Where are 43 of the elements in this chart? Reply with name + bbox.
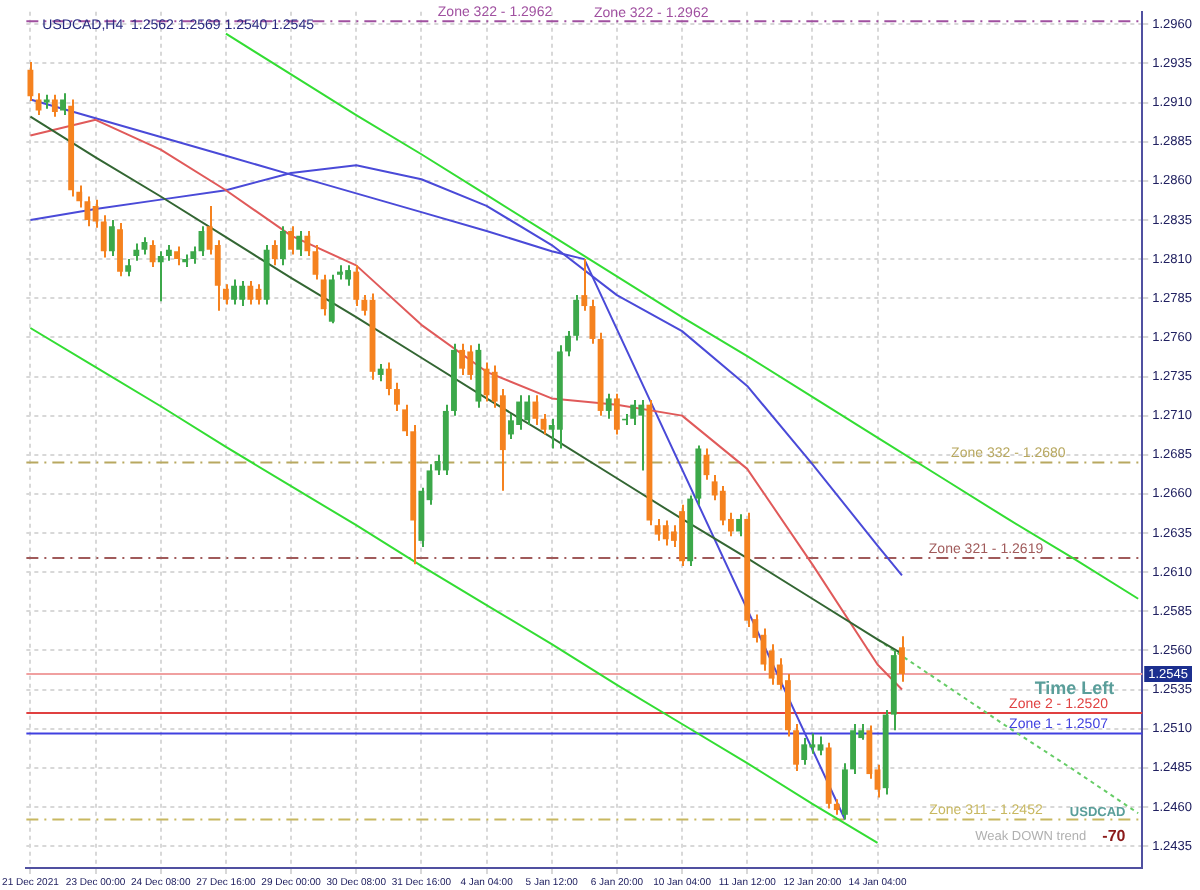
candlestick bbox=[296, 229, 303, 257]
candlestick bbox=[271, 239, 278, 267]
candlestick bbox=[630, 398, 637, 427]
candlestick bbox=[149, 239, 156, 268]
candlestick bbox=[60, 92, 66, 117]
candlestick bbox=[817, 735, 824, 757]
candlestick bbox=[247, 280, 254, 306]
candlestick bbox=[654, 517, 661, 542]
candlestick bbox=[532, 394, 539, 427]
candlestick bbox=[157, 250, 164, 303]
candlestick bbox=[385, 361, 392, 397]
candlestick bbox=[117, 222, 123, 278]
candlestick bbox=[605, 392, 612, 420]
candlestick bbox=[801, 737, 808, 766]
candlestick bbox=[279, 225, 286, 267]
candlestick bbox=[231, 278, 237, 306]
candlestick bbox=[288, 225, 294, 256]
candlestick bbox=[581, 258, 588, 312]
candlestick bbox=[638, 398, 645, 472]
candlestick bbox=[842, 762, 848, 821]
candlestick bbox=[345, 264, 352, 287]
candlestick bbox=[174, 245, 180, 267]
annotation: -70 bbox=[1102, 826, 1127, 845]
candlestick bbox=[467, 344, 474, 381]
candlestick bbox=[239, 280, 246, 308]
candlestick bbox=[328, 273, 335, 325]
candlestick bbox=[809, 732, 816, 755]
candlestick bbox=[516, 394, 523, 431]
candlestick bbox=[899, 635, 905, 683]
candlestick bbox=[662, 519, 669, 547]
candlestick bbox=[736, 513, 742, 538]
candlestick bbox=[27, 60, 34, 103]
candlestick bbox=[524, 394, 531, 427]
candlestick bbox=[850, 723, 857, 776]
candlestick bbox=[394, 381, 400, 412]
candlestick bbox=[108, 218, 115, 257]
candlestick bbox=[320, 273, 327, 317]
candlestick bbox=[51, 93, 58, 118]
candlestick bbox=[613, 392, 620, 436]
candlestick bbox=[719, 485, 726, 527]
candlestick bbox=[353, 264, 360, 308]
candlestick bbox=[459, 342, 466, 376]
annotation: Time Left bbox=[1034, 678, 1115, 699]
